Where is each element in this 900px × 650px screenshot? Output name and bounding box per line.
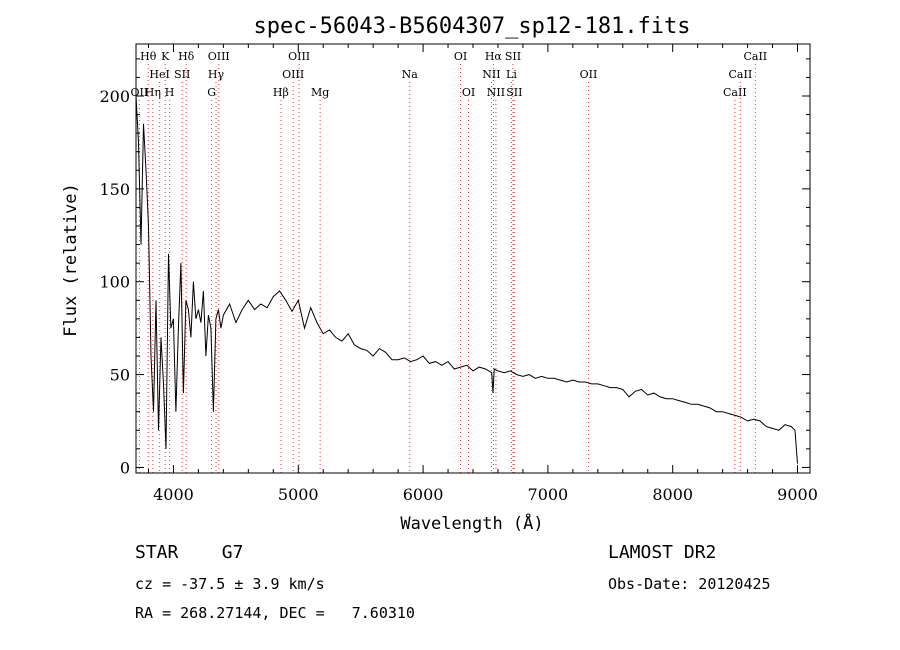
emission-line-label: Hη	[145, 86, 161, 99]
coordinates: RA = 268.27144, DEC = 7.60310	[135, 604, 415, 622]
emission-line-label: Hγ	[208, 68, 225, 81]
emission-line-markers	[138, 64, 756, 473]
emission-line-label: HeI	[149, 68, 169, 81]
emission-line-label: Hδ	[178, 50, 195, 63]
emission-line-label: K	[161, 50, 170, 63]
class-label: STAR G7	[135, 542, 244, 563]
emission-line-label: CaII	[743, 50, 767, 63]
emission-line-label: SII	[506, 86, 522, 99]
y-tick-label: 0	[120, 458, 130, 477]
emission-line-label: OIII	[282, 68, 304, 81]
emission-line-label: Hα	[485, 50, 503, 63]
emission-line-label: OII	[580, 68, 598, 81]
survey-label: LAMOST DR2	[608, 542, 717, 563]
x-tick-label: 6000	[403, 485, 444, 504]
y-tick-label: 50	[110, 366, 130, 385]
cz-value: cz = -37.5 ± 3.9 km/s	[135, 575, 325, 593]
emission-line-label: Na	[402, 68, 419, 81]
emission-line-label: Li	[506, 68, 517, 81]
x-tick-label: 7000	[528, 485, 569, 504]
emission-line-label: OIII	[208, 50, 230, 63]
y-tick-label: 200	[99, 87, 130, 106]
emission-line-label: Hβ	[273, 86, 289, 99]
emission-line-label: CaII	[723, 86, 747, 99]
chart-title: spec-56043-B5604307_sp12-181.fits	[253, 14, 690, 39]
emission-line-label: G	[207, 86, 216, 99]
emission-line-label: Mg	[311, 86, 329, 99]
y-tick-label: 150	[99, 180, 130, 199]
obs-date: Obs-Date: 20120425	[608, 575, 771, 593]
y-tick-label: 100	[99, 273, 130, 292]
x-tick-label: 9000	[777, 485, 818, 504]
y-axis-label: Flux (relative)	[61, 183, 81, 337]
spectrum-line	[135, 95, 798, 464]
emission-line-label: OI	[462, 86, 475, 99]
emission-line-label: CaII	[729, 68, 753, 81]
x-axis-ticks: 4000 5000 6000 7000 8000 9000	[147, 44, 818, 504]
emission-line-label: SII	[505, 50, 521, 63]
plot-frame	[135, 43, 811, 474]
x-tick-label: 8000	[652, 485, 693, 504]
emission-line-label: NII	[487, 86, 505, 99]
x-tick-label: 5000	[278, 485, 319, 504]
emission-line-label: NII	[482, 68, 500, 81]
y-axis-ticks: 0 50 100 150 200	[99, 58, 810, 477]
emission-line-label: OI	[454, 50, 467, 63]
emission-line-label: Hθ	[140, 50, 157, 63]
emission-line-label: H	[165, 86, 175, 99]
emission-line-label: OIII	[288, 50, 310, 63]
x-tick-label: 4000	[153, 485, 194, 504]
emission-line-label: SII	[174, 68, 190, 81]
x-axis-label: Wavelength (Å)	[400, 512, 543, 534]
